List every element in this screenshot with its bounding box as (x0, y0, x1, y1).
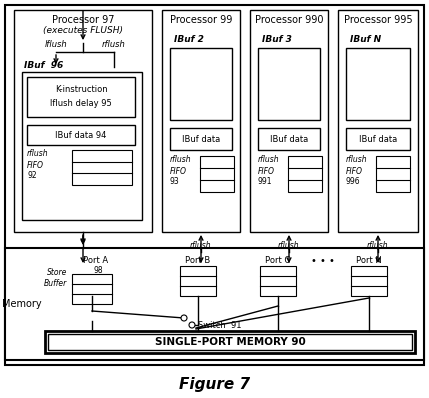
Text: IBuf 2: IBuf 2 (174, 35, 204, 45)
Text: rflush: rflush (346, 156, 368, 164)
Text: FIFO: FIFO (258, 166, 275, 176)
Circle shape (189, 322, 195, 328)
Bar (346, 128, 410, 150)
Text: IBuf data: IBuf data (359, 135, 397, 144)
Bar (72, 150, 132, 185)
Text: FIFO: FIFO (170, 166, 187, 176)
Text: 991: 991 (258, 178, 272, 187)
Bar (346, 48, 410, 120)
Text: Switch  91: Switch 91 (198, 322, 242, 330)
Text: FIFO: FIFO (27, 160, 44, 170)
Text: Port N: Port N (356, 256, 382, 265)
Bar (48, 334, 412, 350)
Text: Figure 7: Figure 7 (179, 377, 250, 392)
Text: rflush: rflush (190, 240, 212, 250)
Text: rflush: rflush (27, 150, 48, 158)
Text: rflush: rflush (102, 40, 126, 49)
Bar (376, 156, 410, 192)
Text: Port B: Port B (185, 256, 211, 265)
Bar (162, 10, 240, 232)
Text: SINGLE-PORT MEMORY 90: SINGLE-PORT MEMORY 90 (154, 337, 305, 347)
Text: rflush: rflush (367, 240, 389, 250)
Bar (258, 48, 320, 120)
Text: Processor 99: Processor 99 (170, 15, 232, 25)
Bar (351, 266, 387, 296)
Circle shape (181, 315, 187, 321)
Text: rflush: rflush (258, 156, 280, 164)
Text: rflush: rflush (170, 156, 192, 164)
Bar (14, 10, 152, 232)
Text: lflush: lflush (45, 40, 67, 49)
Text: 996: 996 (346, 178, 361, 187)
Text: K-instruction: K-instruction (54, 86, 107, 94)
Bar (338, 10, 418, 232)
Text: IBuf data 94: IBuf data 94 (55, 131, 107, 140)
Bar (27, 125, 135, 145)
Bar (250, 10, 328, 232)
Text: FIFO: FIFO (346, 166, 363, 176)
Bar (22, 72, 142, 220)
Text: 98: 98 (94, 266, 104, 275)
Bar (72, 274, 112, 304)
Bar (5, 248, 424, 360)
Text: • • •: • • • (311, 256, 335, 266)
Text: IBuf data: IBuf data (182, 135, 220, 144)
Bar (27, 77, 135, 117)
Text: (executes FLUSH): (executes FLUSH) (43, 25, 123, 35)
Bar (180, 266, 216, 296)
Text: IBuf data: IBuf data (270, 135, 308, 144)
Text: Port C: Port C (266, 256, 290, 265)
Text: 92: 92 (27, 172, 36, 181)
Bar (45, 331, 415, 353)
Text: Port A: Port A (83, 256, 109, 265)
Text: Store
Buffer: Store Buffer (44, 268, 67, 288)
Bar (260, 266, 296, 296)
Bar (258, 128, 320, 150)
Text: IBuf N: IBuf N (350, 35, 381, 45)
Text: lflush delay 95: lflush delay 95 (50, 100, 112, 109)
Text: IBuf 3: IBuf 3 (262, 35, 292, 45)
Text: Processor 995: Processor 995 (344, 15, 412, 25)
Bar (170, 128, 232, 150)
Bar (170, 48, 232, 120)
Bar (288, 156, 322, 192)
Text: Memory: Memory (2, 299, 42, 309)
Text: Processor 990: Processor 990 (255, 15, 323, 25)
Text: rflush: rflush (278, 240, 300, 250)
Text: Processor 97: Processor 97 (52, 15, 114, 25)
Text: IBuf  96: IBuf 96 (24, 60, 63, 70)
Text: 93: 93 (170, 178, 180, 187)
Bar (200, 156, 234, 192)
